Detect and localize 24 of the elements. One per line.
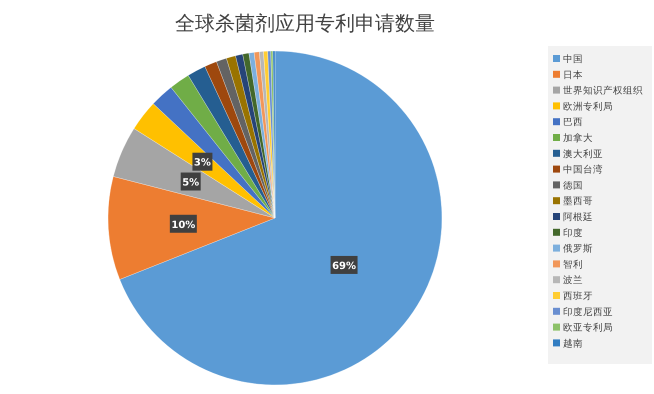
legend-label: 西班牙 [563,290,593,302]
legend-label: 德国 [563,180,583,192]
data-label: 10% [171,220,196,231]
legend-label: 俄罗斯 [563,242,593,255]
chart-title: 全球杀菌剂应用专利申请数量 [175,11,435,35]
data-label: 3% [194,158,211,169]
legend-label: 日本 [563,68,583,81]
legend-label: 波兰 [563,274,583,286]
legend-label: 欧洲专利局 [563,100,613,112]
legend-label: 加拿大 [563,132,593,144]
legend-label: 巴西 [563,117,583,128]
legend-label: 世界知识产权组织 [563,84,643,97]
legend-label: 越南 [563,337,583,350]
legend-label: 欧亚专利局 [563,322,613,334]
legend-label: 中国 [563,53,583,65]
legend-label: 阿根廷 [563,211,593,223]
legend-label: 中国台湾 [563,164,603,176]
data-label: 69% [332,260,356,272]
legend-label: 印度尼西亚 [563,306,613,318]
data-label: 5% [182,178,200,189]
legend-label: 澳大利亚 [563,148,603,160]
legend-label: 智利 [563,258,583,270]
legend-label: 印度 [563,226,583,239]
legend-label: 墨西哥 [563,196,593,208]
